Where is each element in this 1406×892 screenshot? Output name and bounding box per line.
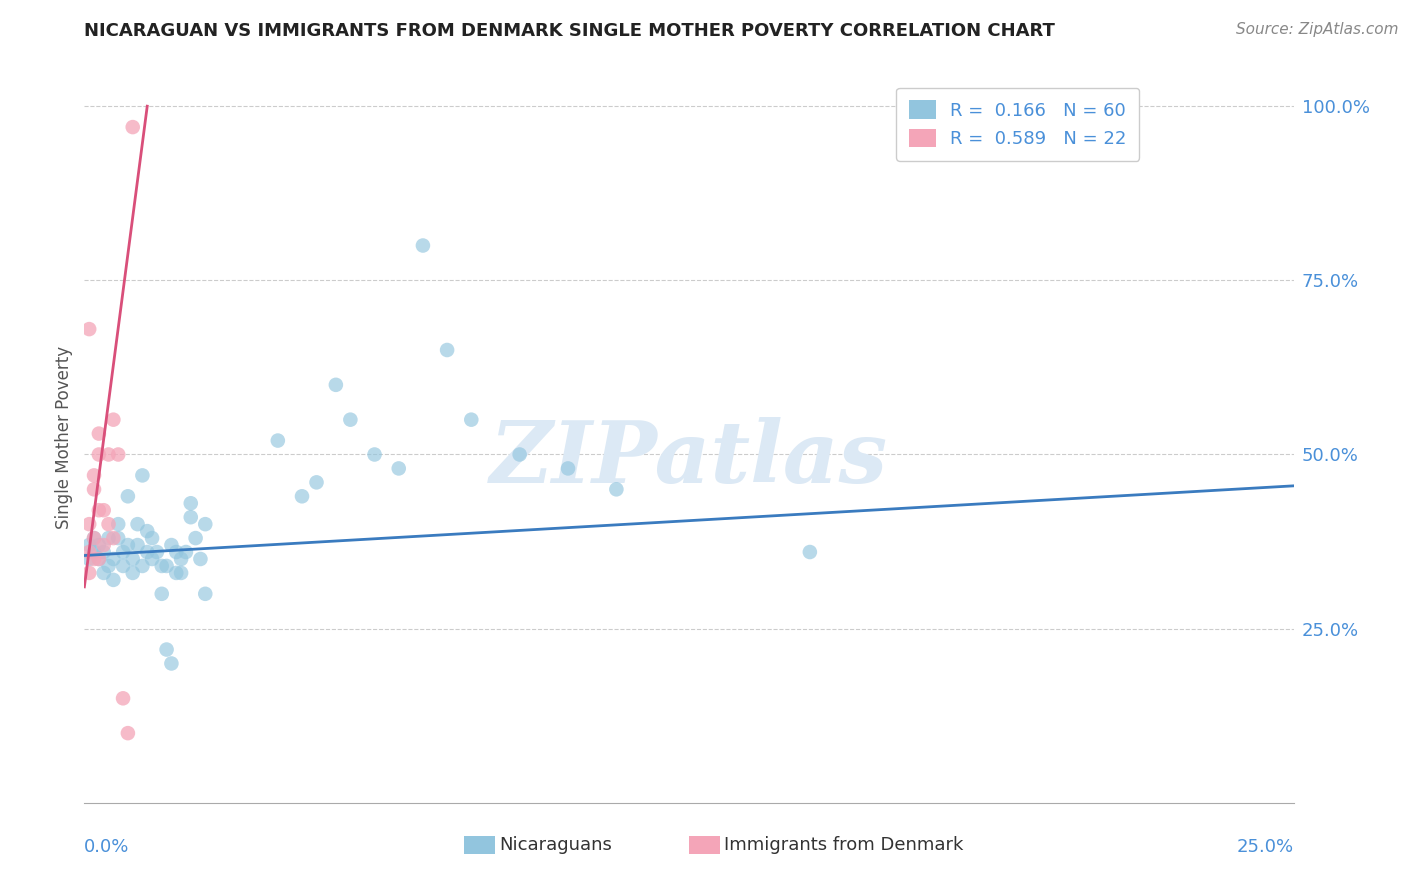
Point	[107, 448, 129, 462]
Point	[83, 483, 105, 497]
Point	[127, 538, 149, 552]
Point	[155, 642, 177, 657]
Point	[117, 538, 139, 552]
Point	[146, 545, 169, 559]
Point	[93, 566, 115, 580]
Point	[103, 573, 125, 587]
Point	[77, 552, 100, 566]
Point	[121, 552, 143, 566]
Point	[83, 468, 105, 483]
Point	[325, 377, 347, 392]
Point	[112, 545, 135, 559]
Point	[557, 461, 579, 475]
Text: Nicaraguans: Nicaraguans	[499, 836, 612, 854]
Point	[93, 545, 115, 559]
Point	[117, 726, 139, 740]
Point	[93, 538, 115, 552]
Point	[150, 587, 173, 601]
Point	[388, 461, 411, 475]
Point	[155, 558, 177, 573]
Point	[87, 503, 110, 517]
Point	[97, 517, 120, 532]
Point	[77, 545, 100, 559]
Point	[87, 538, 110, 552]
Point	[799, 545, 821, 559]
Point	[136, 524, 159, 538]
Point	[87, 552, 110, 566]
Point	[112, 558, 135, 573]
Point	[141, 531, 163, 545]
Point	[83, 545, 105, 559]
Point	[77, 566, 100, 580]
Point	[97, 531, 120, 545]
Point	[180, 510, 202, 524]
Point	[436, 343, 458, 357]
Text: NICARAGUAN VS IMMIGRANTS FROM DENMARK SINGLE MOTHER POVERTY CORRELATION CHART: NICARAGUAN VS IMMIGRANTS FROM DENMARK SI…	[84, 22, 1056, 40]
Point	[291, 489, 314, 503]
Point	[83, 531, 105, 545]
Point	[141, 552, 163, 566]
Point	[605, 483, 627, 497]
Point	[170, 566, 193, 580]
Point	[184, 531, 207, 545]
Text: Immigrants from Denmark: Immigrants from Denmark	[724, 836, 963, 854]
Point	[136, 545, 159, 559]
Point	[412, 238, 434, 252]
Point	[460, 412, 482, 426]
Point	[107, 517, 129, 532]
Point	[112, 691, 135, 706]
Point	[83, 531, 105, 545]
Point	[87, 552, 110, 566]
Point	[121, 566, 143, 580]
Point	[509, 448, 531, 462]
Point	[194, 587, 217, 601]
Point	[194, 517, 217, 532]
Point	[165, 545, 187, 559]
Point	[103, 531, 125, 545]
Point	[87, 448, 110, 462]
Text: 25.0%: 25.0%	[1236, 838, 1294, 856]
Point	[180, 496, 202, 510]
Point	[77, 538, 100, 552]
Point	[93, 503, 115, 517]
Text: Source: ZipAtlas.com: Source: ZipAtlas.com	[1236, 22, 1399, 37]
Point	[103, 412, 125, 426]
Point	[160, 538, 183, 552]
Point	[160, 657, 183, 671]
Text: 0.0%: 0.0%	[84, 838, 129, 856]
Point	[97, 448, 120, 462]
Text: ZIPatlas: ZIPatlas	[489, 417, 889, 500]
Point	[363, 448, 385, 462]
Point	[127, 517, 149, 532]
Point	[339, 412, 361, 426]
Point	[305, 475, 328, 490]
Point	[77, 322, 100, 336]
Point	[170, 552, 193, 566]
Y-axis label: Single Mother Poverty: Single Mother Poverty	[55, 345, 73, 529]
Point	[131, 468, 153, 483]
Point	[150, 558, 173, 573]
Point	[131, 558, 153, 573]
Point	[267, 434, 290, 448]
Point	[87, 426, 110, 441]
Legend: R =  0.166   N = 60, R =  0.589   N = 22: R = 0.166 N = 60, R = 0.589 N = 22	[896, 87, 1139, 161]
Point	[117, 489, 139, 503]
Point	[83, 552, 105, 566]
Point	[97, 558, 120, 573]
Point	[190, 552, 212, 566]
Point	[107, 531, 129, 545]
Point	[174, 545, 197, 559]
Point	[165, 566, 187, 580]
Point	[77, 517, 100, 532]
Point	[121, 120, 143, 134]
Point	[103, 552, 125, 566]
